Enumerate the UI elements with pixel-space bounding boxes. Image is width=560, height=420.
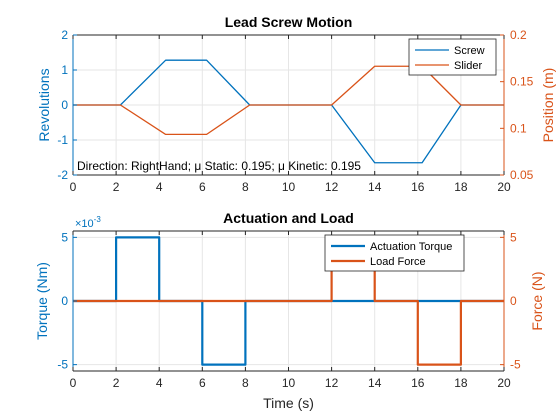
left-y-tick-label: 0 <box>61 98 68 112</box>
x-tick-label: 10 <box>282 376 296 390</box>
x-tick-label: 2 <box>113 376 120 390</box>
x-axis-label: Time (s) <box>263 395 314 411</box>
right-y-tick-label: 0.05 <box>510 168 534 182</box>
right-y-axis-label: Position (m) <box>540 68 556 143</box>
left-y-tick-label: 0 <box>61 294 68 308</box>
legend-box <box>408 38 497 76</box>
x-tick-label: 18 <box>454 180 468 194</box>
left-y-tick-label: -5 <box>57 358 68 372</box>
x-tick-label: 4 <box>156 180 163 194</box>
exponent-label: ×10-3 <box>75 215 101 230</box>
x-tick-label: 4 <box>156 376 163 390</box>
left-y-tick-label: -2 <box>57 168 68 182</box>
left-y-tick-label: -1 <box>57 133 68 147</box>
lead-screw-motion-plot: 0 2 4 6 8 10 12 14 16 18 20-2-10120.050.10.150.2Le… <box>36 14 556 194</box>
legend-label: Slider <box>454 60 482 72</box>
x-tick-label: 12 <box>325 376 339 390</box>
left-y-axis-label: Revolutions <box>36 68 52 141</box>
exponent-power: -3 <box>94 215 102 224</box>
x-tick-label: 12 <box>325 180 339 194</box>
right-y-tick-label: 0.15 <box>510 75 534 89</box>
x-tick-label: 2 <box>113 180 120 194</box>
legend-box <box>324 234 465 272</box>
right-y-tick-label: 5 <box>510 230 517 244</box>
legend-label: Actuation Torque <box>370 241 452 253</box>
chart-annotation: Direction: RightHand; μ Static: 0.195; μ… <box>77 159 361 173</box>
left-y-axis-label: Torque (Nm) <box>34 262 50 340</box>
chart-title: Actuation and Load <box>223 210 354 226</box>
x-tick-label: 20 <box>497 376 511 390</box>
legend-label: Screw <box>454 45 485 57</box>
right-y-tick-label: 0 <box>510 294 517 308</box>
x-tick-label: 16 <box>411 180 425 194</box>
legend: Actuation Torque Load Force <box>324 234 465 272</box>
left-y-tick-label: 5 <box>61 230 68 244</box>
x-tick-label: 6 <box>199 376 206 390</box>
x-tick-label: 16 <box>411 376 425 390</box>
right-y-tick-label: 0.1 <box>510 121 527 135</box>
right-y-axis-label: Force (N) <box>529 271 545 330</box>
x-tick-label: 14 <box>368 376 382 390</box>
left-y-tick-label: 1 <box>61 63 68 77</box>
x-tick-label: 0 <box>70 180 77 194</box>
x-tick-label: 8 <box>242 180 249 194</box>
x-tick-label: 18 <box>454 376 468 390</box>
x-tick-label: 14 <box>368 180 382 194</box>
series-line-slider <box>73 65 504 136</box>
right-y-tick-label: 0.2 <box>510 28 527 42</box>
x-tick-label: 20 <box>497 180 511 194</box>
right-y-tick-label: -5 <box>510 358 521 372</box>
x-tick-label: 6 <box>199 180 206 194</box>
legend-label: Load Force <box>370 256 426 268</box>
legend: Screw Slider <box>408 38 497 76</box>
chart-title: Lead Screw Motion <box>225 14 353 30</box>
left-y-tick-label: 2 <box>61 28 68 42</box>
x-tick-label: 0 <box>70 376 77 390</box>
x-tick-label: 8 <box>242 376 249 390</box>
x-tick-label: 10 <box>282 180 296 194</box>
exponent-base: ×10 <box>75 218 94 230</box>
